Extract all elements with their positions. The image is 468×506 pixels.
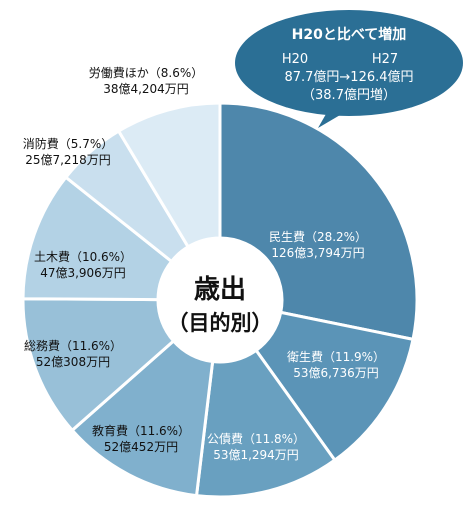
callout-h20-header: H20	[282, 52, 308, 67]
slice-amount: 52億452万円	[104, 440, 178, 454]
slice-amount: 126億3,794万円	[271, 246, 364, 260]
callout-title: H20と比べて増加	[292, 26, 407, 43]
slice-amount: 52億308万円	[36, 355, 110, 369]
slice-amount: 53億1,294万円	[213, 448, 299, 462]
slice-amount: 38億4,204万円	[103, 82, 189, 96]
callout-h27-header: H27	[372, 52, 398, 67]
chart-subtitle: （目的別）	[168, 311, 273, 335]
chart-title: 歳出	[194, 275, 246, 305]
increase-callout: H20と比べて増加 H20 H27 87.7億円→126.4億円 （38.7億円…	[235, 10, 463, 128]
donut-hole	[158, 238, 282, 362]
callout-bubble	[235, 10, 463, 116]
slice-amount: 53億6,736万円	[293, 366, 379, 380]
slice-label: 消防費（5.7%）	[23, 136, 114, 151]
callout-change-line: 87.7億円→126.4億円	[284, 69, 413, 85]
slice-label: 公債費（11.8%）	[207, 431, 305, 446]
slice-label: 民生費（28.2%）	[269, 229, 367, 244]
slice-label: 土木費（10.6%）	[34, 249, 132, 264]
slice-label: 教育費（11.6%）	[92, 423, 190, 438]
slice-amount: 47億3,906万円	[40, 266, 126, 280]
callout-increase-line: （38.7億円増）	[302, 87, 396, 103]
slice-label: 総務費（11.6%）	[24, 338, 122, 353]
donut-slices	[21, 101, 419, 499]
slice-label: 労働費ほか（8.6%）	[89, 65, 204, 80]
slice-amount: 25億7,218万円	[25, 153, 111, 167]
slice-label: 衛生費（11.9%）	[287, 349, 385, 364]
